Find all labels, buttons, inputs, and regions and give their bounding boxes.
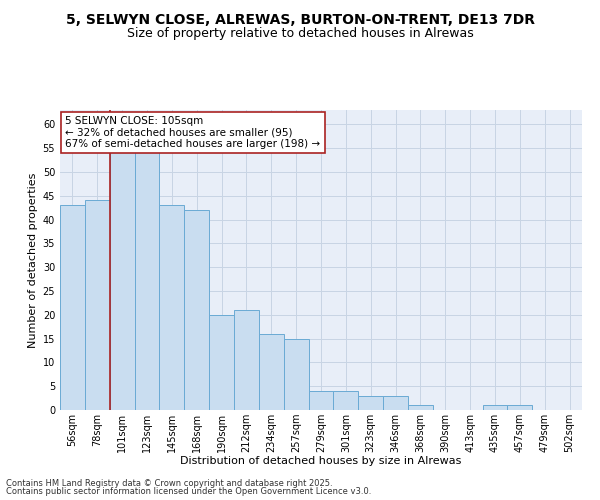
Text: 5, SELWYN CLOSE, ALREWAS, BURTON-ON-TRENT, DE13 7DR: 5, SELWYN CLOSE, ALREWAS, BURTON-ON-TREN… [65, 12, 535, 26]
Text: Size of property relative to detached houses in Alrewas: Size of property relative to detached ho… [127, 28, 473, 40]
Bar [110, 124, 134, 410]
Bar [85, 200, 110, 410]
Bar [308, 391, 334, 410]
Text: Contains public sector information licensed under the Open Government Licence v3: Contains public sector information licen… [6, 487, 371, 496]
Bar [160, 205, 184, 410]
Bar [383, 396, 408, 410]
Bar [259, 334, 284, 410]
Bar [184, 210, 209, 410]
Bar [408, 405, 433, 410]
Text: 5 SELWYN CLOSE: 105sqm
← 32% of detached houses are smaller (95)
67% of semi-det: 5 SELWYN CLOSE: 105sqm ← 32% of detached… [65, 116, 320, 149]
Bar [358, 396, 383, 410]
Bar [334, 391, 358, 410]
Bar [60, 205, 85, 410]
X-axis label: Distribution of detached houses by size in Alrewas: Distribution of detached houses by size … [181, 456, 461, 466]
Bar [134, 134, 160, 410]
Bar [284, 338, 308, 410]
Bar [482, 405, 508, 410]
Y-axis label: Number of detached properties: Number of detached properties [28, 172, 38, 348]
Bar [508, 405, 532, 410]
Bar [209, 315, 234, 410]
Bar [234, 310, 259, 410]
Text: Contains HM Land Registry data © Crown copyright and database right 2025.: Contains HM Land Registry data © Crown c… [6, 478, 332, 488]
